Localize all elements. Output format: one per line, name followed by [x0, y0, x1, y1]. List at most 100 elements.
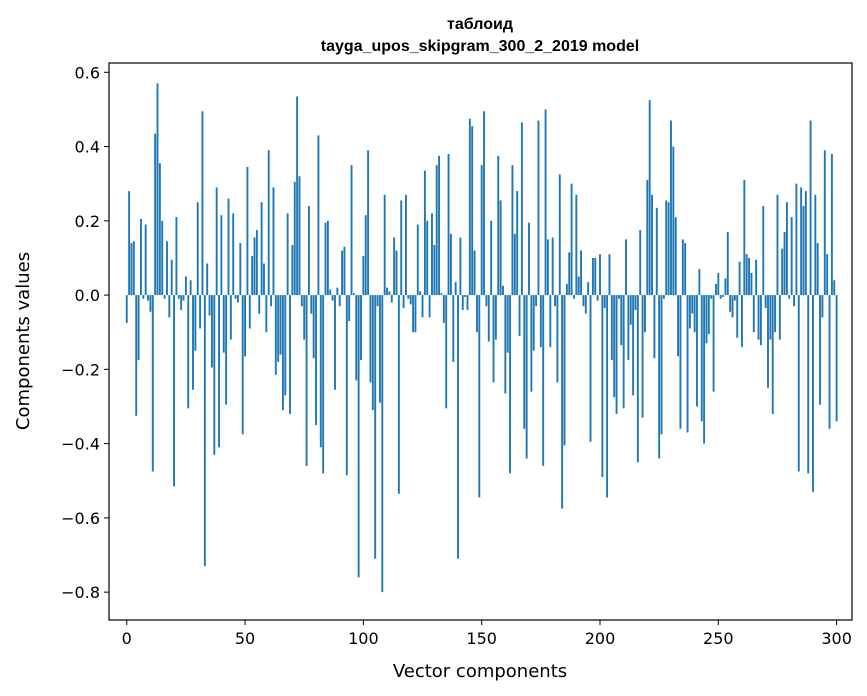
bar: [762, 205, 765, 296]
bar: [788, 295, 791, 299]
bar: [570, 183, 573, 296]
bar: [764, 295, 767, 309]
bar: [480, 165, 483, 296]
bar: [506, 295, 509, 353]
bar: [393, 237, 396, 296]
bar: [781, 248, 784, 296]
bar: [483, 111, 485, 296]
bar: [459, 237, 462, 296]
bar: [270, 295, 273, 307]
bar: [736, 295, 739, 338]
bar: [793, 295, 795, 307]
bar: [717, 272, 720, 296]
bar: [648, 100, 651, 296]
bar: [707, 295, 710, 335]
bar: [360, 295, 362, 361]
bar: [149, 295, 152, 312]
bar: [672, 146, 675, 296]
bar: [180, 295, 183, 310]
bar: [617, 295, 620, 299]
x-axis-label: Vector components: [393, 661, 567, 682]
bar: [357, 295, 360, 578]
y-tick-label: 0.6: [75, 63, 100, 82]
bar: [804, 191, 807, 296]
bar: [830, 153, 833, 296]
bar: [184, 276, 187, 296]
bar: [140, 218, 142, 296]
bar: [350, 165, 353, 296]
bar: [629, 295, 632, 325]
bar: [378, 295, 381, 403]
bar: [819, 295, 821, 405]
bar: [502, 285, 504, 296]
bar: [769, 295, 772, 340]
bar: [284, 295, 287, 396]
bar: [260, 202, 263, 296]
bar: [438, 155, 441, 296]
bar: [163, 295, 166, 299]
bar: [487, 295, 490, 342]
bar: [272, 187, 275, 296]
bar: [807, 295, 810, 474]
bar: [303, 295, 306, 340]
bar: [591, 257, 594, 296]
bar: [336, 287, 339, 296]
bar: [575, 194, 578, 296]
bar: [237, 295, 239, 303]
bar: [265, 295, 268, 333]
bar: [615, 295, 618, 414]
bar: [561, 295, 564, 509]
bar: [161, 220, 164, 296]
bar: [300, 295, 303, 307]
y-tick-label: −0.4: [61, 435, 100, 454]
bar: [331, 295, 334, 301]
bar: [405, 194, 407, 296]
bar: [516, 191, 519, 296]
bar: [670, 120, 672, 296]
bar: [206, 263, 209, 296]
y-axis-label: Components values: [13, 252, 34, 430]
bar: [137, 295, 140, 361]
y-axis: −0.8 −0.6 −0.4 −0.2 0.0 0.2 0.4 0.6: [61, 63, 109, 602]
bar: [277, 295, 280, 362]
bar: [497, 155, 500, 296]
bar: [381, 295, 384, 593]
bar: [189, 280, 192, 296]
bar: [724, 278, 727, 296]
bar: [407, 295, 410, 299]
x-axis: 0 50 100 150 200 250 300: [122, 620, 852, 648]
bar: [431, 213, 433, 296]
bar: [402, 295, 405, 309]
bar: [520, 122, 523, 296]
bar: [504, 295, 507, 394]
bar: [168, 295, 171, 318]
bar: [397, 295, 400, 494]
bar: [660, 295, 663, 435]
bar: [173, 295, 176, 487]
bar: [251, 256, 254, 296]
bar: [466, 295, 469, 310]
bar: [790, 217, 793, 296]
x-tick-label: 50: [235, 629, 255, 648]
bar: [738, 261, 741, 296]
bar: [667, 202, 670, 296]
bar: [305, 295, 308, 466]
bar: [175, 217, 178, 296]
bar: [710, 295, 713, 299]
bar: [156, 83, 159, 296]
x-tick-label: 200: [585, 629, 616, 648]
bar: [800, 187, 803, 296]
bar: [589, 295, 592, 442]
bar: [613, 295, 616, 398]
bar: [698, 269, 701, 296]
bar: [577, 276, 580, 296]
bar: [315, 295, 317, 426]
bar: [414, 295, 417, 333]
bar: [229, 295, 232, 340]
bar: [580, 250, 583, 296]
bar: [371, 295, 374, 411]
bar: [386, 287, 388, 296]
bar: [255, 230, 258, 296]
bar: [400, 200, 403, 296]
